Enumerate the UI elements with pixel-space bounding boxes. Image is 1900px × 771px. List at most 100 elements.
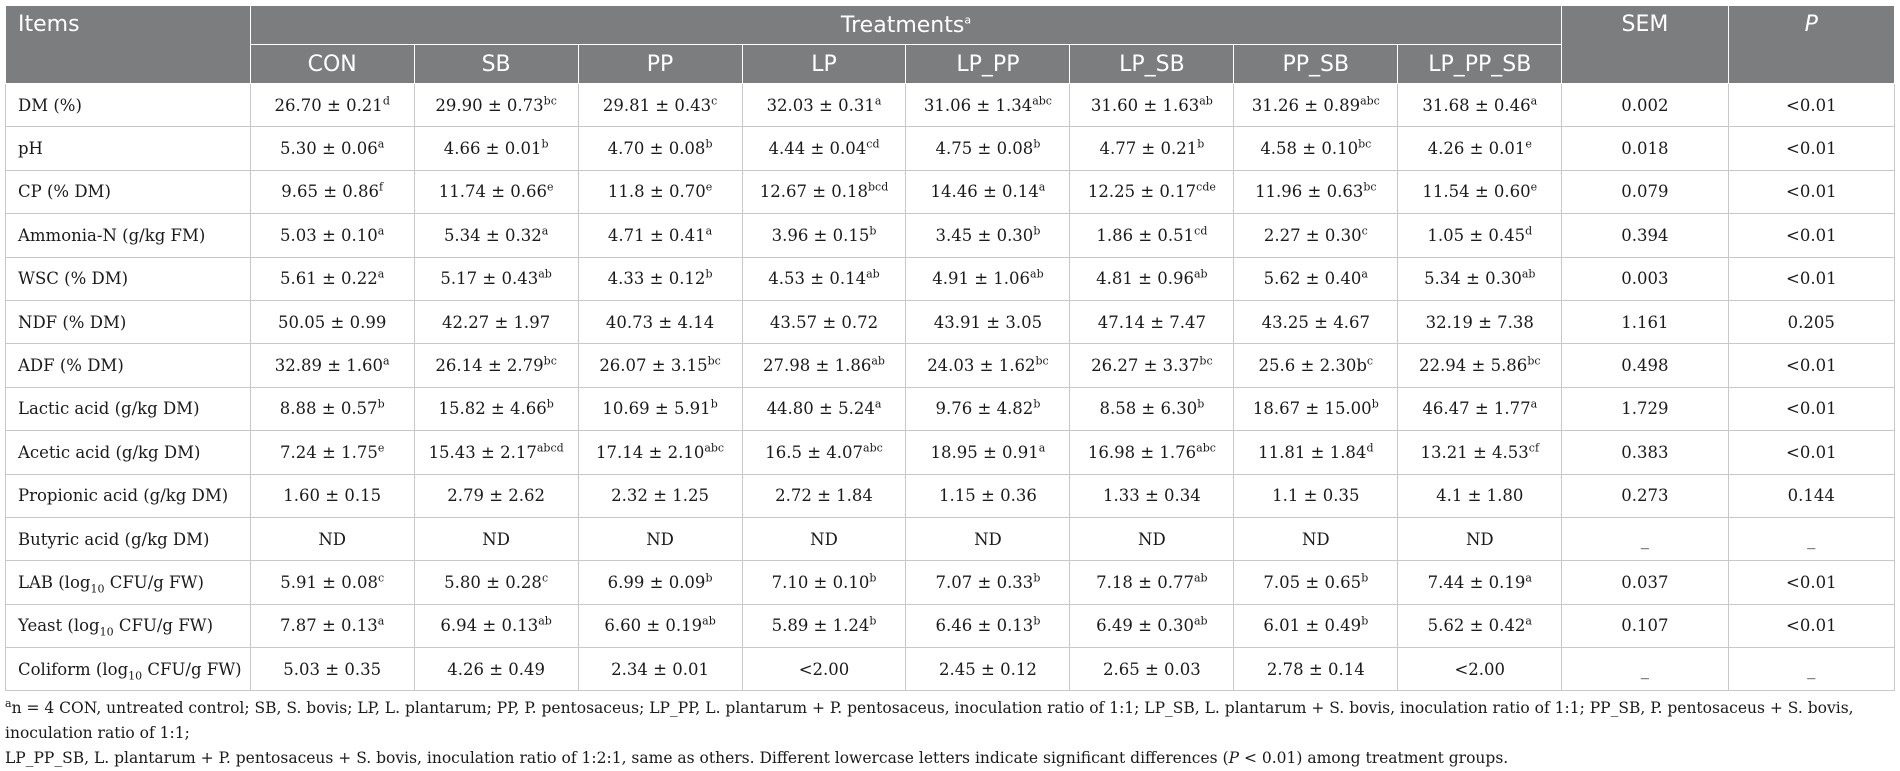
footnote-line-2: LP_PP_SB, L. plantarum + P. pentosaceus … — [5, 749, 1509, 767]
value-cell: 13.21 ± 4.53cf — [1397, 430, 1563, 475]
value-cell: 6.49 ± 0.30ab — [1069, 603, 1235, 649]
value-cell: <2.00 — [741, 647, 907, 692]
value-cell: 7.05 ± 0.65b — [1233, 560, 1399, 605]
row-label: CP (% DM) — [5, 169, 251, 215]
sem-cell: 0.394 — [1561, 213, 1729, 258]
value-cell: 4.70 ± 0.08b — [577, 126, 743, 171]
table-row: Acetic acid (g/kg DM) 7.24 ± 1.75e 15.43 ±… — [5, 430, 1896, 475]
table-row: Yeast (log10 CFU/g FW) 7.87 ± 0.13a 6.94 ±… — [5, 603, 1896, 649]
value-cell: 4.91 ± 1.06ab — [905, 256, 1071, 301]
value-cell: 9.76 ± 4.82b — [905, 386, 1071, 432]
value-cell: 6.99 ± 0.09b — [577, 560, 743, 605]
value-cell: 4.26 ± 0.01e — [1397, 126, 1563, 171]
table-row: DM (%) 26.70 ± 0.21d 29.90 ± 0.73bc 29.81 ±… — [5, 82, 1896, 128]
table-row: LAB (log10 CFU/g FW) 5.91 ± 0.08c 5.80 ± 0… — [5, 560, 1896, 605]
p-value-cell: <0.01 — [1727, 560, 1896, 605]
value-cell: 26.14 ± 2.79bc — [413, 343, 579, 388]
value-cell: 3.96 ± 0.15b — [741, 213, 907, 258]
value-cell: ND — [1069, 516, 1235, 562]
value-cell: 6.01 ± 0.49b — [1233, 603, 1399, 649]
row-label: Propionic acid (g/kg DM) — [5, 473, 251, 518]
group-header: PP — [577, 44, 743, 84]
value-cell: 24.03 ± 1.62bc — [905, 343, 1071, 388]
table-row: pH 5.30 ± 0.06a 4.66 ± 0.01b 4.70 ± 0.08b 4.… — [5, 126, 1896, 171]
value-cell: 5.91 ± 0.08c — [249, 560, 415, 605]
value-cell: 25.6 ± 2.30bc — [1233, 343, 1399, 388]
value-cell: 32.89 ± 1.60a — [249, 343, 415, 388]
sem-cell: 0.107 — [1561, 603, 1729, 649]
p-value-cell: <0.01 — [1727, 126, 1896, 171]
value-cell: 7.44 ± 0.19a — [1397, 560, 1563, 605]
group-header-row: CON SB PP LP LP_PP LP_SB PP_SB LP_PP_SB — [6, 44, 1895, 84]
value-cell: 31.26 ± 0.89abc — [1233, 82, 1399, 128]
value-cell: 7.24 ± 1.75e — [249, 430, 415, 475]
value-cell: 31.60 ± 1.63ab — [1069, 82, 1235, 128]
value-cell: 46.47 ± 1.77a — [1397, 386, 1563, 432]
value-cell: 44.80 ± 5.24a — [741, 386, 907, 432]
value-cell: ND — [249, 516, 415, 562]
table-row: Coliform (log10 CFU/g FW) 5.03 ± 0.35 4.26… — [5, 647, 1896, 692]
value-cell: 1.33 ± 0.34 — [1069, 473, 1235, 518]
value-cell: 16.5 ± 4.07abc — [741, 430, 907, 475]
value-cell: 7.10 ± 0.10b — [741, 560, 907, 605]
value-cell: <2.00 — [1397, 647, 1563, 692]
group-header: CON — [249, 44, 415, 84]
sem-cell: 1.729 — [1561, 386, 1729, 432]
value-cell: 5.62 ± 0.42a — [1397, 603, 1563, 649]
group-header: SB — [413, 44, 579, 84]
value-cell: ND — [413, 516, 579, 562]
value-cell: 40.73 ± 4.14 — [577, 299, 743, 345]
value-cell: 1.1 ± 0.35 — [1233, 473, 1399, 518]
value-cell: 26.07 ± 3.15bc — [577, 343, 743, 388]
value-cell: 5.34 ± 0.30ab — [1397, 256, 1563, 301]
value-cell: 4.77 ± 0.21b — [1069, 126, 1235, 171]
value-cell: ND — [1397, 516, 1563, 562]
value-cell: ND — [905, 516, 1071, 562]
value-cell: 5.03 ± 0.35 — [249, 647, 415, 692]
sem-cell: 0.002 — [1561, 82, 1729, 128]
value-cell: ND — [741, 516, 907, 562]
value-cell: 6.94 ± 0.13ab — [413, 603, 579, 649]
table-row: Ammonia-N (g/kg FM) 5.03 ± 0.10a 5.34 ± 0.… — [5, 213, 1896, 258]
p-value-cell: <0.01 — [1727, 82, 1896, 128]
value-cell: 43.25 ± 4.67 — [1233, 299, 1399, 345]
group-header: LP — [741, 44, 907, 84]
sem-cell: 0.003 — [1561, 256, 1729, 301]
value-cell: 4.66 ± 0.01b — [413, 126, 579, 171]
value-cell: 32.19 ± 7.38 — [1397, 299, 1563, 345]
value-cell: 42.27 ± 1.97 — [413, 299, 579, 345]
value-cell: 11.54 ± 0.60e — [1397, 169, 1563, 215]
group-header: LP_PP — [905, 44, 1071, 84]
value-cell: 32.03 ± 0.31a — [741, 82, 907, 128]
value-cell: 5.61 ± 0.22a — [249, 256, 415, 301]
sem-cell: 1.161 — [1561, 299, 1729, 345]
value-cell: 7.07 ± 0.33b — [905, 560, 1071, 605]
value-cell: 3.45 ± 0.30b — [905, 213, 1071, 258]
value-cell: 4.58 ± 0.10bc — [1233, 126, 1399, 171]
row-label: Ammonia-N (g/kg FM) — [5, 213, 251, 258]
value-cell: 22.94 ± 5.86bc — [1397, 343, 1563, 388]
table-row: Lactic acid (g/kg DM) 8.88 ± 0.57b 15.82 ±… — [5, 386, 1896, 432]
value-cell: 4.53 ± 0.14ab — [741, 256, 907, 301]
value-cell: 7.18 ± 0.77ab — [1069, 560, 1235, 605]
value-cell: 6.60 ± 0.19ab — [577, 603, 743, 649]
value-cell: 4.33 ± 0.12b — [577, 256, 743, 301]
data-table: Items Treatmentsa SEM P CON SB PP LP LP_PP LP… — [5, 5, 1896, 692]
row-label: Coliform (log10 CFU/g FW) — [5, 647, 251, 692]
value-cell: 15.82 ± 4.66b — [413, 386, 579, 432]
value-cell: 26.70 ± 0.21d — [249, 82, 415, 128]
treatments-header: Treatmentsa — [249, 5, 1563, 45]
value-cell: 4.71 ± 0.41a — [577, 213, 743, 258]
value-cell: 8.58 ± 6.30b — [1069, 386, 1235, 432]
row-label: WSC (% DM) — [5, 256, 251, 301]
value-cell: 2.79 ± 2.62 — [413, 473, 579, 518]
value-cell: 2.27 ± 0.30c — [1233, 213, 1399, 258]
group-header: PP_SB — [1233, 44, 1399, 84]
value-cell: 5.30 ± 0.06a — [249, 126, 415, 171]
p-value-cell: <0.01 — [1727, 430, 1896, 475]
value-cell: 4.26 ± 0.49 — [413, 647, 579, 692]
value-cell: 1.60 ± 0.15 — [249, 473, 415, 518]
row-label: Lactic acid (g/kg DM) — [5, 386, 251, 432]
value-cell: 6.46 ± 0.13b — [905, 603, 1071, 649]
value-cell: 31.68 ± 0.46a — [1397, 82, 1563, 128]
